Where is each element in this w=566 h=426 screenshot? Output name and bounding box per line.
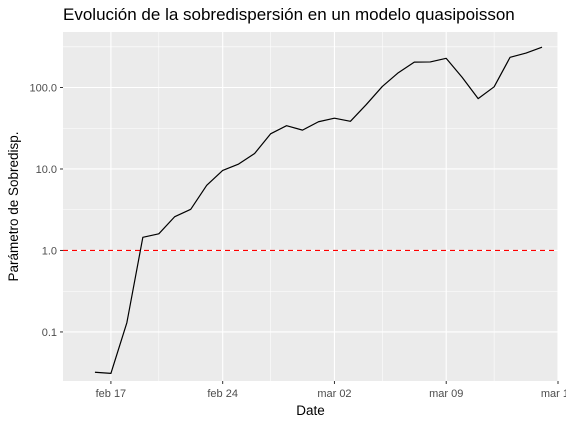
minor-gridlines	[63, 32, 558, 381]
x-tick-label: mar 09	[429, 388, 463, 400]
series-group	[94, 46, 543, 374]
major-gridlines	[63, 32, 559, 381]
y-tick-label: 100.0	[29, 83, 57, 95]
series-line	[94, 46, 543, 374]
x-tick-label: feb 24	[207, 388, 238, 400]
x-tick-label: mar 16	[541, 388, 566, 400]
x-axis-ticks: feb 17 feb 24 mar 02 mar 09 mar 16	[96, 381, 566, 400]
plot-panel	[63, 32, 558, 381]
y-tick-label: 0.1	[42, 327, 57, 339]
y-axis-label: Parámetro de Sobredisp.	[6, 131, 21, 281]
x-tick-label: mar 02	[317, 388, 351, 400]
x-axis-label: Date	[296, 403, 325, 418]
chart-title: Evolución de la sobredispersión en un mo…	[63, 5, 515, 24]
y-axis-ticks: 0.1 1.0 10.0 100.0	[29, 83, 63, 339]
y-tick-label: 1.0	[42, 245, 57, 257]
y-tick-label: 10.0	[36, 164, 57, 176]
x-tick-label: feb 17	[96, 388, 127, 400]
